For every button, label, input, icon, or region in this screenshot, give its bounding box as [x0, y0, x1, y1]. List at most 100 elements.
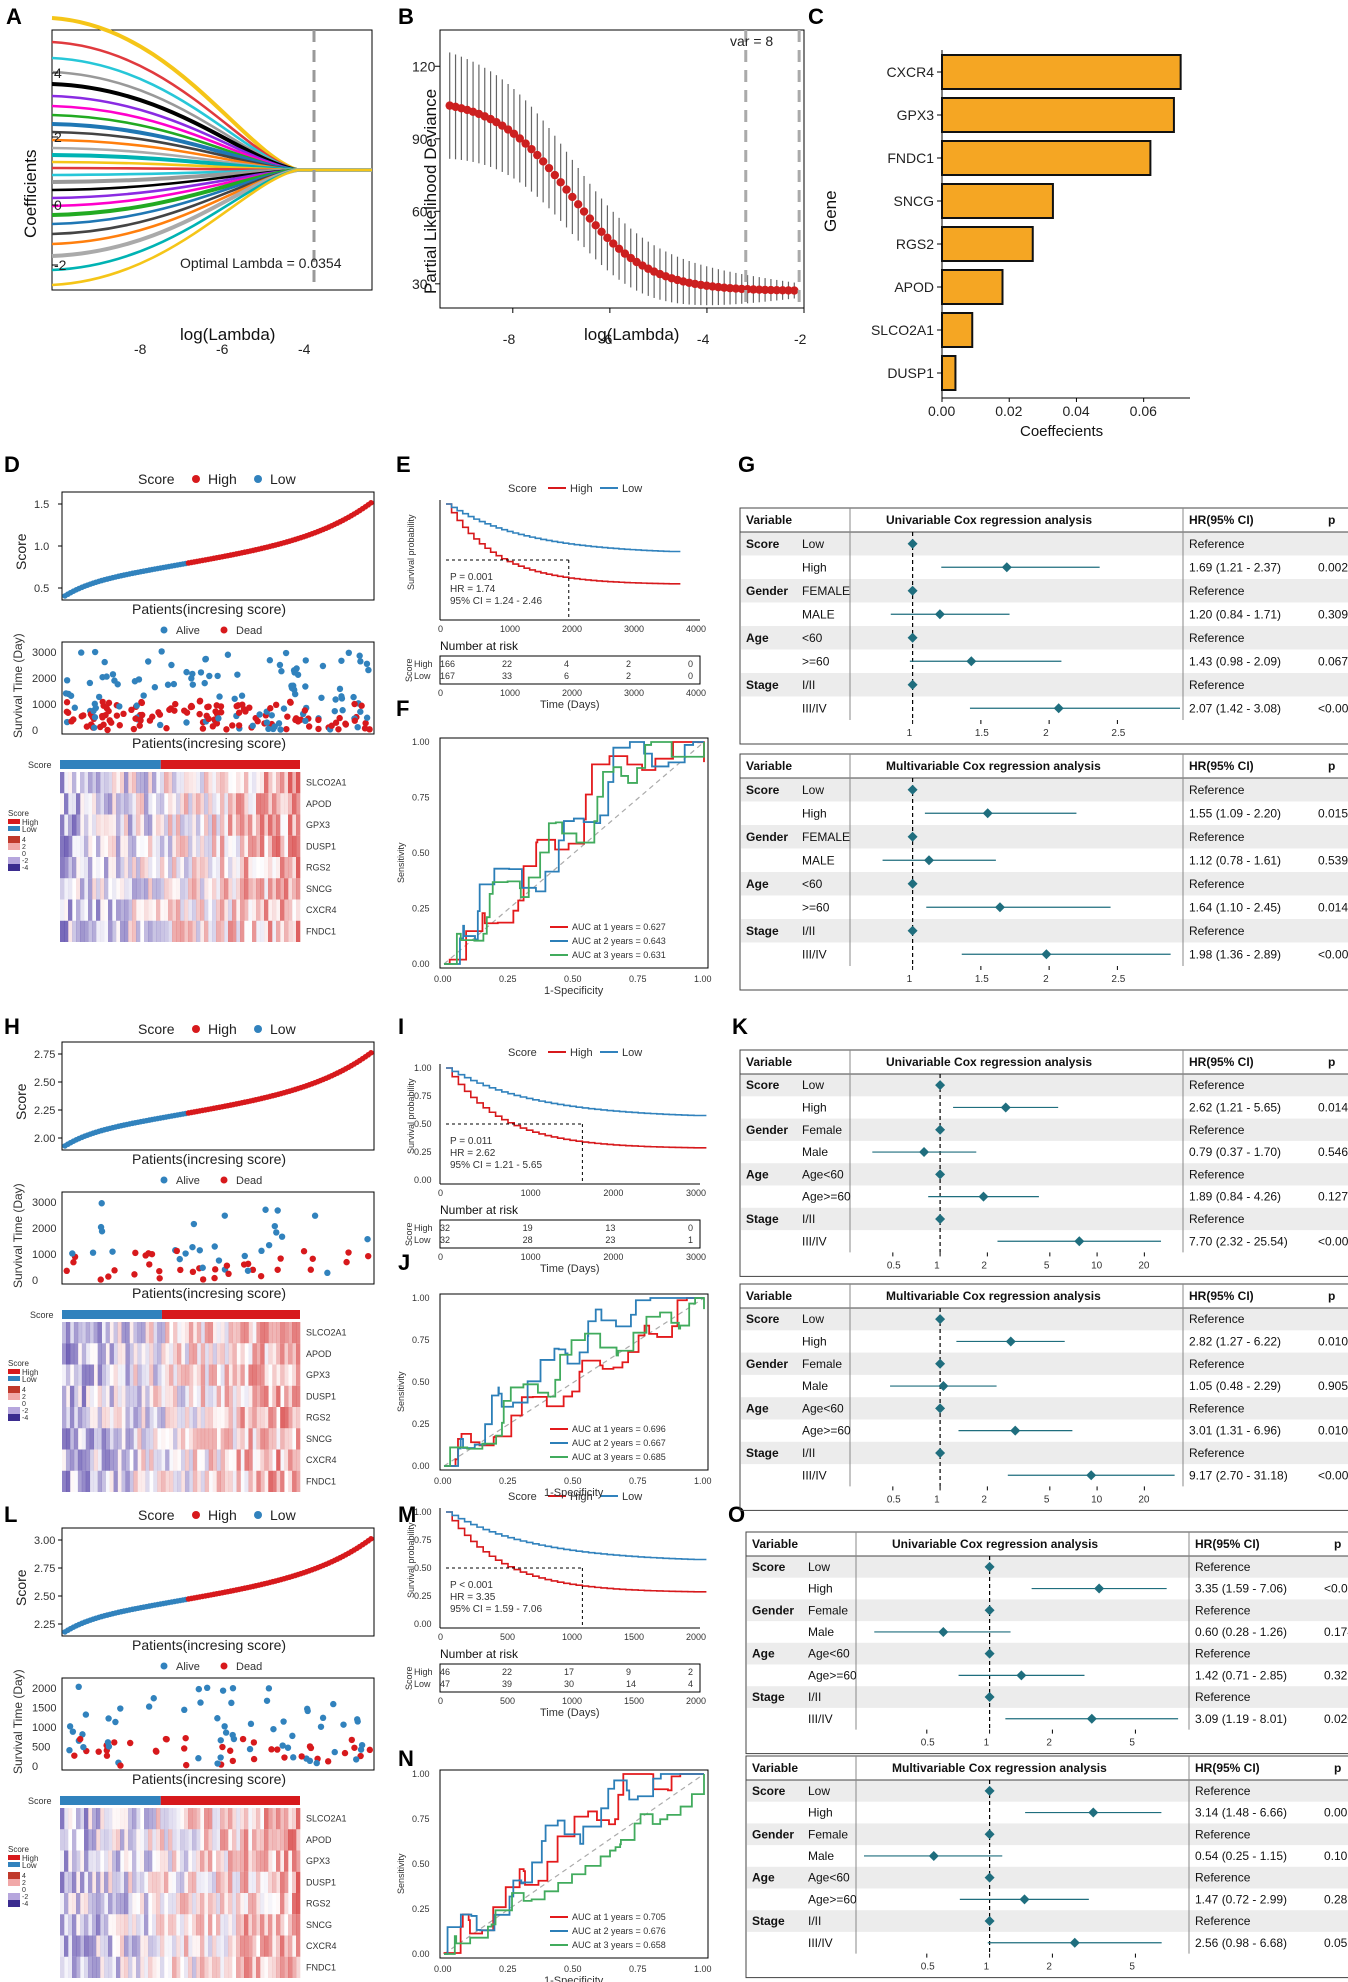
- heatmap-cell: [101, 1407, 106, 1429]
- variable-level: III/IV: [802, 1234, 827, 1248]
- survival-point: [105, 707, 112, 715]
- survival-point: [274, 1746, 281, 1753]
- survival-point: [294, 671, 302, 678]
- heatmap-cell: [260, 1449, 265, 1471]
- p-value: 0.056: [1324, 1936, 1348, 1950]
- heatmap-cell: [181, 1449, 186, 1471]
- heatmap-cell: [220, 878, 225, 900]
- variable-name: Score: [746, 1078, 780, 1092]
- heatmap-cell: [200, 1364, 206, 1386]
- heatmap-cell: [244, 1343, 248, 1364]
- heatmap-cell: [144, 1914, 149, 1936]
- heatmap-cell: [88, 899, 93, 921]
- heatmap-cell: [173, 1428, 178, 1450]
- forest-frame: [745, 1755, 1348, 1979]
- heatmap-cell: [228, 899, 233, 921]
- heatmap-cell: [208, 878, 212, 899]
- heatmap-cell: [108, 835, 113, 857]
- heatmap-cell: [276, 1470, 281, 1492]
- heatmap-cell: [224, 1893, 229, 1915]
- forest-axis-label: 2.5: [1111, 728, 1125, 739]
- x-tick-label: 0.25: [499, 974, 517, 984]
- x-axis-label: 1-Specificity: [544, 1975, 604, 1982]
- heatmap-group-bar: [161, 1310, 300, 1319]
- heatmap-cell: [116, 878, 120, 899]
- heatmap-cell: [65, 1470, 71, 1492]
- heatmap-cell: [88, 1850, 93, 1872]
- heatmap-cell: [236, 772, 241, 794]
- risk-count: 33: [502, 671, 512, 681]
- panel-label-j: J: [398, 1250, 410, 1275]
- survival-point: [113, 712, 121, 719]
- heatmap-cell: [280, 1449, 285, 1471]
- x-tick-label: 0: [438, 624, 443, 634]
- heatmap-cell: [288, 1956, 293, 1978]
- variable-level: MALE: [802, 607, 835, 621]
- survival-point: [229, 722, 236, 729]
- heatmap-cell: [60, 920, 65, 942]
- heatmap-cell: [252, 1428, 257, 1450]
- heatmap-cell: [152, 1871, 157, 1893]
- heatmap-cell: [208, 900, 212, 921]
- heatmap-cell: [264, 920, 269, 942]
- heat-legend-scale: 4: [22, 837, 26, 844]
- heatmap-cell: [168, 1914, 173, 1936]
- heatmap-cell: [216, 772, 221, 794]
- heatmap-cell: [60, 1808, 65, 1830]
- x-tick-label: 0: [438, 1696, 443, 1706]
- heatmap-cell: [260, 1322, 265, 1344]
- hr-value: Reference: [1189, 1078, 1245, 1092]
- heatmap-cell: [64, 1871, 69, 1893]
- heatmap-cell: [176, 1829, 181, 1851]
- hazard-ratio-marker: [984, 1916, 995, 1927]
- heatmap-cell: [161, 1385, 166, 1407]
- heatmap-cell: [200, 1914, 205, 1936]
- heatmap-cell: [144, 772, 149, 794]
- heatmap-cell: [192, 878, 197, 900]
- heatmap-cell: [236, 1322, 241, 1344]
- heatmap-cell: [177, 1428, 182, 1450]
- legend-swatch: [254, 475, 262, 483]
- x-tick-label: 0.75: [629, 974, 647, 984]
- heatmap-cell: [116, 1871, 121, 1893]
- heatmap-cell: [204, 878, 209, 900]
- heatmap-cell: [288, 1935, 293, 1957]
- heatmap-cell: [97, 1449, 102, 1471]
- heatmap-cell: [272, 1343, 277, 1365]
- survival-point: [170, 680, 178, 688]
- forest-frame: [739, 1049, 1348, 1277]
- risk-count: 0: [688, 671, 693, 681]
- heatmap-cell: [184, 1322, 190, 1344]
- km-stat: P = 0.001: [450, 572, 493, 583]
- forest-axis-label: 1.5: [975, 974, 989, 985]
- heatmap-cell: [68, 920, 73, 942]
- forest-axis-label: 2: [981, 1494, 987, 1505]
- heatmap-cell: [264, 836, 268, 857]
- survival-point: [166, 706, 173, 713]
- heatmap-cell: [188, 1871, 193, 1893]
- heatmap-cell: [120, 772, 125, 794]
- heatmap-cell: [116, 793, 121, 815]
- heatmap-cell: [112, 835, 117, 857]
- x-tick-label: 0.00: [434, 974, 452, 984]
- heatmap-cell: [217, 1365, 221, 1386]
- x-tick-label: -6: [600, 331, 613, 347]
- heatmap-gene-label: APOD: [306, 1349, 332, 1359]
- heatmap-cell: [105, 1364, 110, 1386]
- heatmap-cell: [88, 878, 93, 900]
- heatmap-cell: [288, 857, 293, 879]
- survival-point: [197, 669, 205, 676]
- heatmap-cell: [216, 899, 221, 921]
- heatmap-cell: [296, 920, 301, 942]
- heatmap-cell: [96, 857, 101, 879]
- variable-level: Low: [802, 783, 824, 797]
- heatmap-cell: [140, 921, 144, 942]
- heatmap-cell: [181, 1385, 186, 1407]
- gene-label: SNCG: [894, 193, 934, 209]
- survival-point: [183, 668, 190, 676]
- heatmap-cell: [220, 1343, 225, 1365]
- heatmap-cell: [240, 1871, 245, 1893]
- heatmap-cell: [153, 1385, 158, 1407]
- heatmap-cell: [180, 814, 185, 836]
- y-tick-label: 3000: [32, 647, 56, 659]
